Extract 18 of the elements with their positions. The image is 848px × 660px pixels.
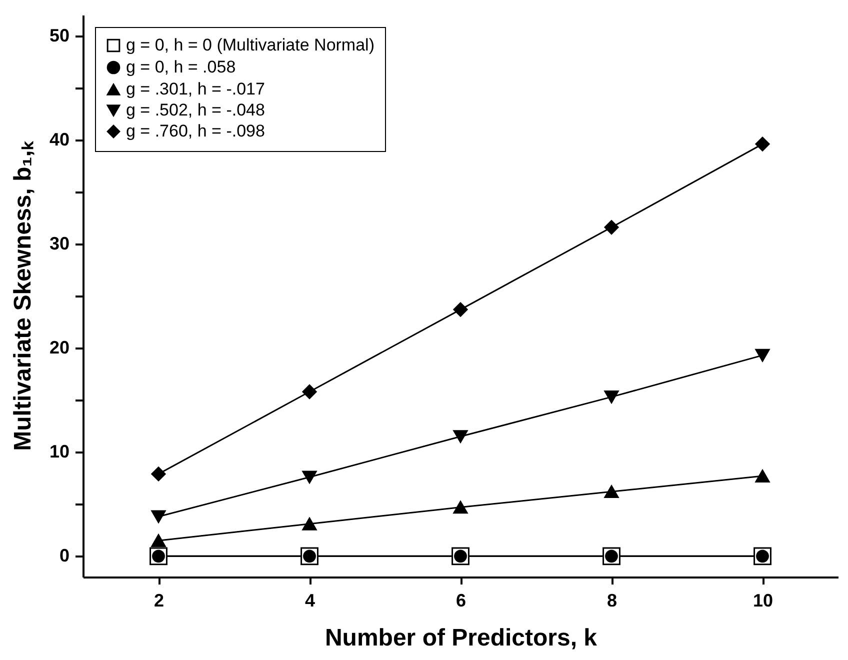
x-tick-label: 10	[752, 590, 774, 610]
y-axis-title: Multivariate Skewness, b₁,ₖ	[9, 140, 36, 451]
y-tick-label: 50	[49, 25, 70, 46]
y-tick-label: 10	[49, 442, 70, 462]
legend-label: g = .301, h = -.017	[126, 80, 265, 98]
legend-label: g = 0, h = 0 (Multivariate Normal)	[126, 36, 374, 54]
y-tick-label: 40	[49, 129, 70, 150]
x-tick-label: 8	[606, 590, 618, 610]
legend-label: g = 0, h = .058	[126, 58, 236, 76]
y-tick-label: 30	[49, 233, 70, 254]
y-tick-label: 0	[59, 546, 70, 566]
x-tick-label: 2	[154, 590, 164, 610]
y-tick-label: 20	[49, 338, 70, 358]
x-tick-label: 4	[304, 590, 316, 610]
x-tick-label: 6	[456, 590, 466, 610]
legend-label: g = .502, h = -.048	[126, 100, 265, 120]
x-axis-title: Number of Predictors, k	[324, 624, 598, 652]
legend-label: g = .760, h = -.098	[126, 122, 265, 140]
